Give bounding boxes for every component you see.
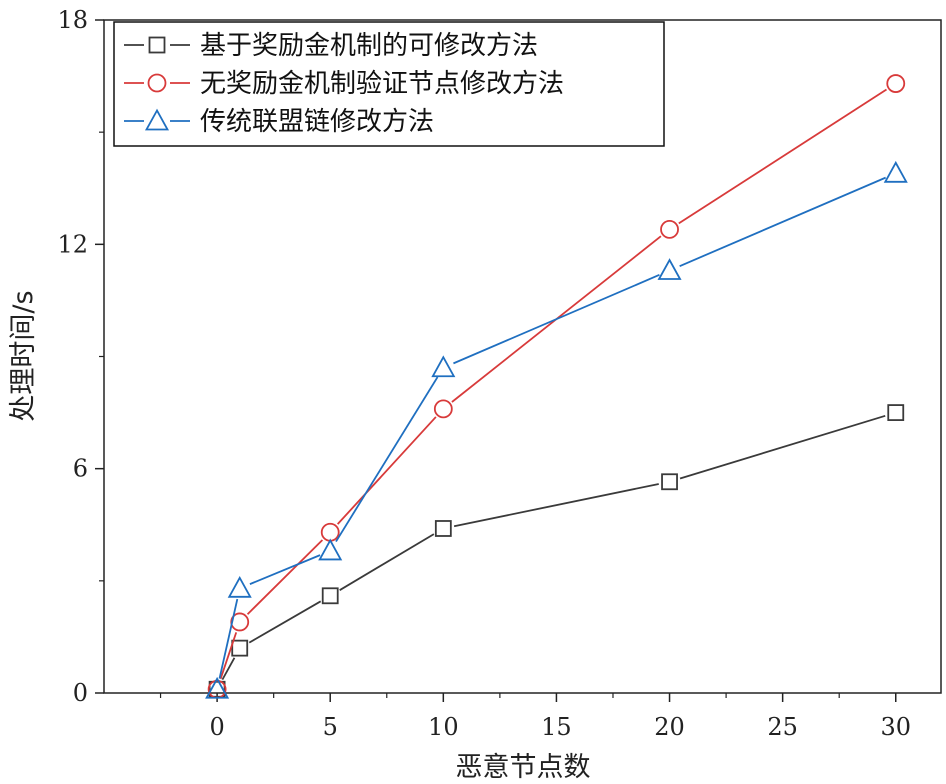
legend-marker-triangle [144, 108, 170, 131]
legend-marker-square [148, 36, 166, 54]
data-point-square [887, 404, 905, 421]
data-point-square [661, 473, 678, 491]
series-line-segment [335, 376, 439, 543]
data-point-triangle [318, 538, 343, 561]
x-tick-label: 25 [767, 713, 798, 741]
series-line-segment [221, 657, 236, 681]
x-tick-label: 0 [209, 713, 224, 741]
legend-label: 基于奖励金机制的可修改方法 [200, 31, 538, 61]
data-point-square [321, 587, 339, 605]
series-square [208, 404, 905, 698]
series-line-segment [249, 554, 321, 585]
x-tick-label: 5 [323, 713, 338, 741]
legend-label: 传统联盟链修改方法 [200, 107, 434, 137]
series-circle [207, 74, 906, 699]
series-layer [205, 74, 908, 699]
series-line-segment [453, 483, 659, 528]
series-line-segment [339, 533, 435, 591]
series-line-segment [679, 176, 887, 267]
data-point-triangle [227, 575, 252, 598]
data-point-triangle [205, 676, 230, 699]
x-tick-label: 20 [654, 713, 685, 741]
x-axis-title: 恶意节点数 [456, 752, 591, 783]
data-point-square [231, 639, 249, 657]
series-line-segment [219, 632, 238, 680]
data-point-circle [886, 74, 906, 93]
y-tick-label: 12 [57, 230, 88, 258]
data-point-square [208, 680, 226, 698]
legend-entry: 基于奖励金机制的可修改方法 [124, 31, 538, 61]
data-point-circle [433, 399, 453, 419]
data-point-circle [660, 219, 679, 239]
legend-entry: 传统联盟链修改方法 [124, 107, 434, 137]
series-line-segment [218, 598, 239, 679]
series-line-segment [453, 274, 660, 365]
legend-entry: 无奖励金机制验证节点修改方法 [124, 69, 564, 99]
series-line-segment [248, 600, 322, 644]
data-point-triangle [657, 258, 682, 280]
y-tick-label: 6 [73, 455, 88, 483]
tick-labels: 0 5 10 15 20 25 30 0 6 12 18 [57, 6, 911, 741]
x-tick-label: 15 [541, 713, 572, 741]
legend-label: 无奖励金机制验证节点修改方法 [200, 69, 564, 99]
series-line-segment [678, 88, 887, 225]
series-line-segment [336, 416, 437, 525]
axis-ticks [95, 19, 897, 702]
series-triangle [205, 160, 908, 699]
legend-box [113, 21, 665, 147]
series-line-segment [679, 414, 886, 480]
y-tick-label: 18 [57, 6, 88, 34]
legend-marker-circle [147, 73, 167, 93]
x-tick-label: 10 [428, 713, 459, 741]
y-axis-title: 处理时间/s [8, 290, 39, 421]
y-tick-label: 0 [73, 679, 88, 707]
series-line-segment [246, 539, 324, 615]
data-point-triangle [883, 160, 908, 183]
x-tick-label: 30 [880, 713, 911, 741]
data-point-triangle [431, 355, 456, 378]
data-point-circle [230, 612, 250, 632]
data-point-circle [320, 522, 340, 542]
data-point-square [434, 520, 452, 537]
